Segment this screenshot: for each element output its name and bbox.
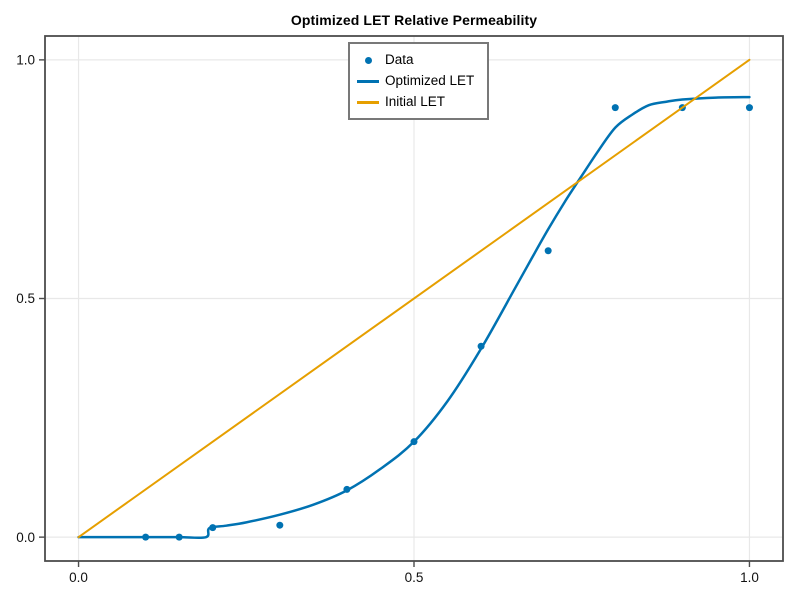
y-tick-label-2: 1.0 — [16, 53, 35, 68]
legend-dot-icon — [357, 51, 379, 69]
x-tick-label-2: 1.0 — [740, 570, 759, 585]
x-tick-label-0: 0.0 — [69, 570, 88, 585]
series-line-initial-let — [77, 58, 751, 539]
x-tick-label-1: 0.5 — [405, 570, 424, 585]
data-point-8 — [611, 104, 619, 112]
legend-label-data: Data — [385, 52, 414, 67]
data-point-10 — [745, 104, 753, 112]
y-tick-label-0: 0.0 — [16, 530, 35, 545]
legend-label-optimized-let: Optimized LET — [385, 73, 475, 88]
legend-item-initial-let: Initial LET — [357, 93, 474, 111]
legend-item-optimized-let: Optimized LET — [357, 72, 474, 90]
chart-title: Optimized LET Relative Permeability — [290, 12, 538, 28]
legend: Data Optimized LET Initial LET — [348, 42, 490, 120]
data-point-3 — [276, 521, 284, 529]
legend-line-icon — [357, 93, 379, 111]
y-tick-label-1: 0.5 — [16, 291, 35, 306]
series-line-optimized-let — [77, 95, 751, 540]
legend-label-initial-let: Initial LET — [385, 94, 446, 109]
data-point-7 — [544, 247, 552, 255]
legend-item-data: Data — [357, 51, 474, 69]
axis-frame — [44, 35, 784, 562]
legend-line-icon — [357, 72, 379, 90]
